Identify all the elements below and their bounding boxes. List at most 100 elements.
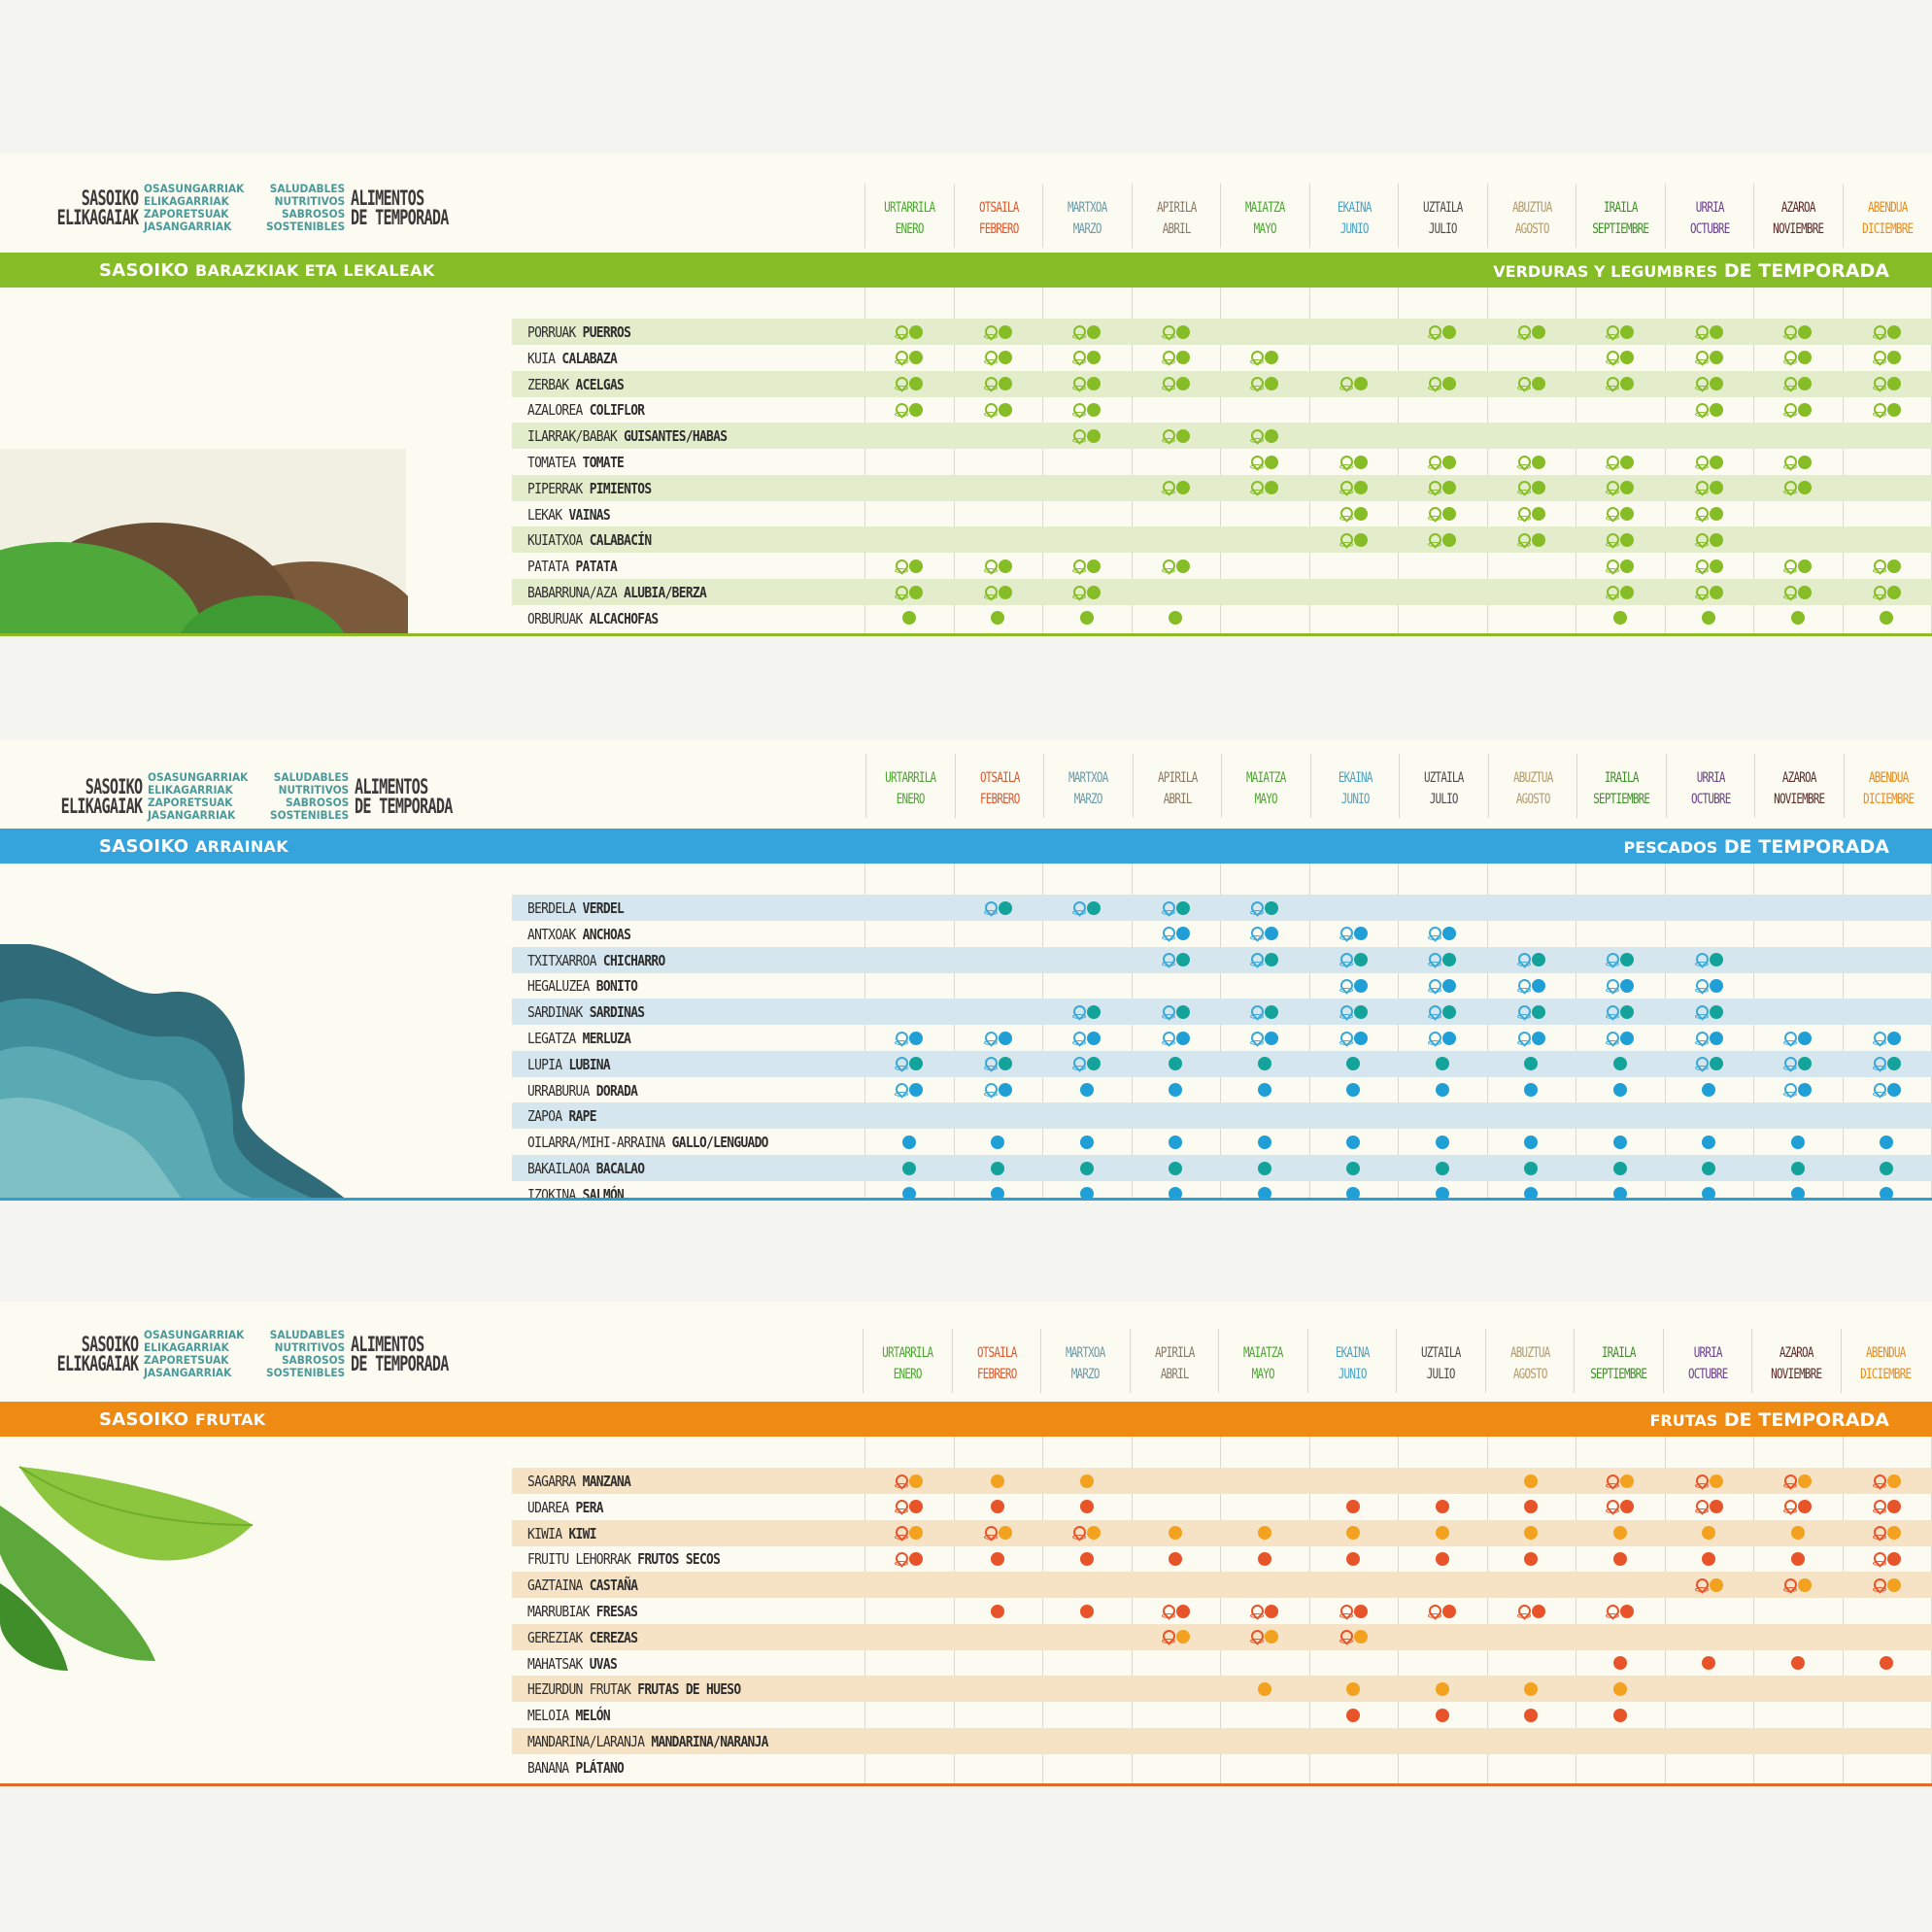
- season-dot-icon: [1257, 1135, 1271, 1149]
- season-cell: [1753, 1077, 1843, 1103]
- grid-line: [1131, 864, 1133, 1198]
- season-dot-icon: [1798, 585, 1813, 599]
- food-name-es: SALMÓN: [582, 1185, 625, 1201]
- season-dot-icon: [1079, 1474, 1094, 1488]
- month-name-eu: ABENDUA: [1867, 200, 1908, 216]
- season-dot-icon: [1702, 1656, 1716, 1671]
- season-cell: [954, 553, 1043, 579]
- food-name-eu: ZERBAK: [527, 375, 569, 393]
- local-pin-icon: [1694, 351, 1709, 365]
- season-dot-icon: [1620, 1031, 1635, 1045]
- season-dot-icon: [1612, 1656, 1627, 1671]
- season-cell: [864, 319, 954, 345]
- month-header-6: UZTAILA JULIO: [1396, 1329, 1485, 1393]
- grid-line: [1842, 1437, 1844, 1783]
- local-pin-icon: [895, 377, 909, 391]
- season-dot-icon: [909, 377, 924, 391]
- season-cell: [864, 1520, 954, 1546]
- month-name-es: OCTUBRE: [1690, 792, 1731, 807]
- month-name-eu: OTSAILA: [979, 770, 1020, 786]
- season-cell: [1487, 1676, 1576, 1702]
- season-dot-icon: [1620, 1604, 1635, 1618]
- food-name-es: ANCHOAS: [582, 925, 631, 943]
- season-cell: [1843, 1025, 1932, 1051]
- season-dot-icon: [1798, 481, 1813, 495]
- grid-line: [1398, 864, 1399, 1198]
- month-name-eu: UZTAILA: [1423, 770, 1464, 786]
- season-cell: [1309, 501, 1399, 527]
- season-dot-icon: [1087, 324, 1102, 339]
- season-cell: [954, 605, 1043, 631]
- local-pin-icon: [1872, 1057, 1886, 1071]
- season-cell: [954, 895, 1043, 921]
- food-label: GEREZIAK CEREZAS: [527, 1629, 656, 1646]
- month-name-es: FEBRERO: [976, 1367, 1017, 1382]
- season-cell: [1042, 579, 1132, 605]
- season-cell: [1487, 371, 1576, 397]
- season-dot-icon: [1353, 953, 1368, 967]
- season-cell: [1576, 1051, 1665, 1077]
- food-row: TXITXARROA CHICHARRO: [512, 946, 1932, 973]
- fruit-panel: SASOIKO ELIKAGAIAK OSASUNGARRIAK ELIKAGARR…: [0, 1302, 1932, 1786]
- month-header-1: OTSAILA FEBRERO: [954, 754, 1044, 818]
- season-dot-icon: [1087, 1031, 1102, 1045]
- season-dot-icon: [1079, 1604, 1094, 1618]
- season-dot-icon: [1880, 611, 1894, 626]
- green-hills-illustration: [0, 449, 408, 633]
- season-cell: [1042, 1468, 1132, 1494]
- season-dot-icon: [1435, 1526, 1449, 1541]
- food-row: BERDELA VERDEL: [512, 895, 1932, 921]
- season-dot-icon: [1798, 324, 1813, 339]
- season-dot-icon: [1790, 1135, 1805, 1149]
- season-dot-icon: [1087, 428, 1102, 443]
- local-pin-icon: [1072, 377, 1087, 391]
- season-cell: [954, 1494, 1043, 1520]
- season-dot-icon: [998, 900, 1012, 915]
- season-cell: [1132, 475, 1221, 501]
- month-name-eu: IRAILA: [1603, 200, 1639, 216]
- season-cell: [1132, 999, 1221, 1025]
- food-name-eu: HEZURDUN FRUTAK: [527, 1680, 631, 1699]
- season-dot-icon: [1790, 1187, 1805, 1198]
- local-pin-icon: [1339, 979, 1353, 993]
- month-header-6: UZTAILA JULIO: [1399, 754, 1488, 818]
- brand-adjectives-es: SALUDABLES NUTRITIVOS SABROSOS SOSTENIBLES: [269, 770, 349, 822]
- season-dot-icon: [1435, 1083, 1449, 1098]
- season-cell: [1309, 1077, 1399, 1103]
- season-dot-icon: [1880, 1161, 1894, 1175]
- season-dot-icon: [1524, 1057, 1539, 1071]
- food-name-eu: LEGATZA: [527, 1030, 576, 1047]
- month-header: URTARRILA ENERO OTSAILA FEBRERO MARTXOA MARZO…: [864, 184, 1931, 248]
- season-dot-icon: [1531, 978, 1545, 993]
- season-dot-icon: [901, 611, 916, 626]
- local-pin-icon: [1872, 1500, 1886, 1514]
- season-cell: [1220, 921, 1309, 947]
- local-pin-icon: [895, 325, 909, 339]
- grid-line: [1131, 288, 1133, 633]
- season-cell: [1487, 1598, 1576, 1624]
- local-pin-icon: [1339, 507, 1353, 522]
- local-pin-icon: [1250, 1605, 1265, 1618]
- local-pin-icon: [1783, 1500, 1798, 1514]
- local-pin-icon: [1072, 559, 1087, 573]
- local-pin-icon: [1606, 507, 1620, 522]
- month-name-eu: EKAINA: [1338, 770, 1373, 786]
- grid-line: [1042, 1437, 1043, 1783]
- local-pin-icon: [1694, 533, 1709, 547]
- season-cell: [1665, 605, 1754, 631]
- food-label: BABARRUNA/AZA ALUBIA/BERZA: [527, 584, 735, 601]
- food-label: HEZURDUN FRUTAK FRUTAS DE HUESO: [527, 1680, 775, 1698]
- season-dot-icon: [909, 1551, 924, 1566]
- food-row: BAKAILAOA BACALAO: [512, 1155, 1932, 1181]
- season-dot-icon: [1353, 455, 1368, 469]
- local-pin-icon: [1428, 325, 1442, 339]
- season-cell: [1309, 1155, 1399, 1181]
- season-dot-icon: [1702, 1083, 1716, 1098]
- grid-line: [864, 864, 865, 1198]
- local-pin-icon: [1428, 979, 1442, 993]
- grid-line: [1220, 864, 1221, 1198]
- month-name-eu: MAIATZA: [1244, 200, 1285, 216]
- season-dot-icon: [991, 1474, 1005, 1488]
- season-dot-icon: [1709, 481, 1723, 495]
- brand-title-es: ALIMENTOS DE TEMPORADA: [350, 1333, 449, 1375]
